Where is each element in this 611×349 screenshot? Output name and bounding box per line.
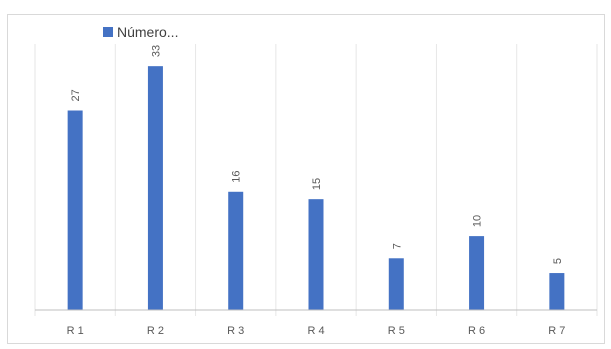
x-tick-label: R 6 [468,325,485,337]
bar-r3 [228,191,244,310]
data-label: 10 [472,215,484,227]
x-tick-label: R 7 [548,325,565,337]
x-axis-ticks: R 1 R 2 R 3 R 4 R 5 R 6 R 7 [67,325,566,337]
data-label: 16 [231,171,243,183]
data-label: 27 [70,89,82,101]
legend: Número... [103,24,178,40]
bar-r2 [147,66,163,311]
bar-r5 [388,258,404,310]
data-label: 5 [552,258,564,264]
bars [67,66,565,311]
bar-r4 [308,199,324,310]
grid-lines [34,44,598,316]
data-label: 7 [391,243,403,249]
x-tick-label: R 4 [307,325,324,337]
data-label: 33 [150,45,162,57]
legend-swatch [103,27,113,37]
legend-label: Número... [117,24,179,40]
chart-frame [7,14,605,344]
data-label: 15 [311,178,323,190]
x-tick-label: R 5 [388,325,405,337]
x-tick-label: R 3 [227,325,244,337]
bar-r1 [67,110,83,310]
data-labels: 27 33 16 15 7 10 5 [70,45,564,264]
x-tick-label: R 1 [67,325,84,337]
bar-r6 [469,236,485,310]
x-tick-label: R 2 [147,325,164,337]
bar-r7 [549,273,565,310]
